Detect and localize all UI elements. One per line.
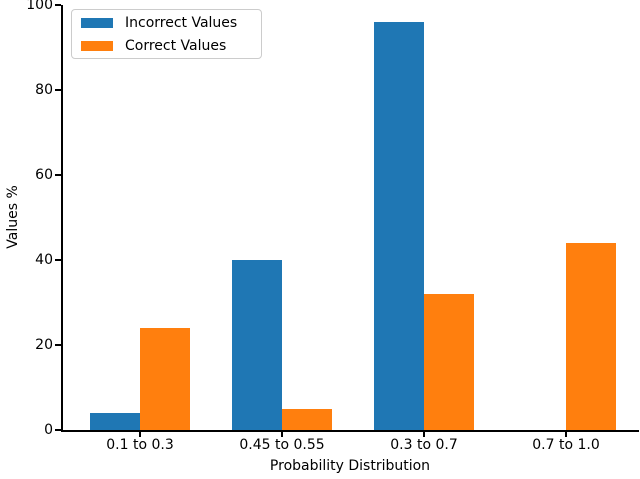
- bar-incorrect-1: [232, 260, 282, 430]
- bar-correct-3: [566, 243, 616, 430]
- y-tick-mark-0: [55, 429, 61, 431]
- legend-label-incorrect: Incorrect Values: [125, 14, 238, 31]
- x-tick-label-2: 0.3 to 0.7: [390, 437, 458, 453]
- legend-item-incorrect: Incorrect Values: [81, 11, 261, 34]
- legend-swatch-incorrect-icon: [81, 17, 113, 28]
- y-tick-label-0: 0: [44, 422, 53, 438]
- bar-correct-1: [282, 408, 332, 430]
- y-tick-label-20: 20: [35, 337, 53, 353]
- y-tick-label-80: 80: [35, 82, 53, 98]
- x-tick-label-0: 0.1 to 0.3: [106, 437, 174, 453]
- legend: Incorrect Values Correct Values: [71, 9, 262, 59]
- bar-correct-0: [140, 328, 190, 430]
- bar-incorrect-2: [374, 22, 424, 430]
- legend-item-correct: Correct Values: [81, 34, 261, 57]
- y-tick-mark-80: [55, 89, 61, 91]
- bars-layer: [63, 5, 639, 430]
- y-tick-mark-100: [55, 4, 61, 6]
- legend-swatch-correct-icon: [81, 40, 113, 51]
- x-tick-mark-1: [281, 432, 283, 437]
- bar-incorrect-0: [90, 413, 140, 430]
- x-tick-mark-2: [423, 432, 425, 437]
- legend-label-correct: Correct Values: [125, 37, 227, 54]
- y-tick-label-60: 60: [35, 167, 53, 183]
- y-tick-mark-60: [55, 174, 61, 176]
- x-axis-title: Probability Distribution: [269, 458, 431, 474]
- y-axis-title: Values %: [5, 185, 21, 249]
- y-tick-label-40: 40: [35, 252, 53, 268]
- plot-area: [61, 5, 639, 432]
- y-tick-mark-40: [55, 259, 61, 261]
- x-tick-label-1: 0.45 to 0.55: [239, 437, 325, 453]
- y-tick-mark-20: [55, 344, 61, 346]
- x-tick-mark-3: [565, 432, 567, 437]
- y-tick-label-100: 100: [26, 0, 53, 13]
- bar-correct-2: [424, 294, 474, 430]
- x-tick-label-3: 0.7 to 1.0: [532, 437, 600, 453]
- x-tick-mark-0: [139, 432, 141, 437]
